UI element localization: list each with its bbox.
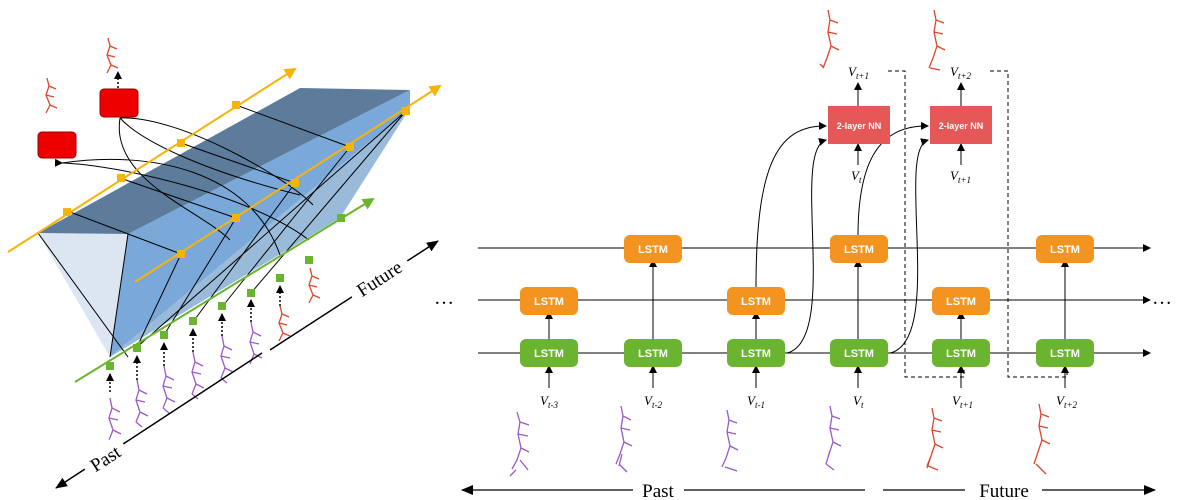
left-past-skeletons (105, 321, 263, 447)
lstm-cell (727, 287, 785, 315)
ellipsis-right: … (1152, 287, 1172, 309)
green-nodes (106, 214, 345, 370)
lstm-cell-label: LSTM (741, 296, 771, 308)
input-axis-green (74, 197, 375, 383)
lstm-row-bottom: LSTM LSTM LSTM LSTM LSTM LSTM (520, 339, 1094, 367)
vertical-connections (545, 82, 1069, 388)
lstm-cell-label: LSTM (844, 348, 874, 360)
lstm-row-middle: LSTM LSTM LSTM (520, 287, 990, 315)
lstm-cell-label: LSTM (946, 348, 976, 360)
lstm-cell (520, 339, 578, 367)
input-labels: Vt-3 Vt-2 Vt-1 Vt Vt+1 Vt+2 (540, 393, 1078, 410)
lstm-cell-label: LSTM (844, 244, 874, 256)
right-future-label: Future (979, 481, 1029, 500)
plane-connections (37, 104, 407, 358)
input-label: Vt (853, 393, 864, 410)
lstm-row-top: LSTM LSTM LSTM (624, 235, 1094, 263)
right-future-skeletons (819, 9, 1051, 475)
input-label: Vt-1 (747, 393, 765, 410)
nn-box-label: 2-layer NN (939, 121, 984, 131)
feedback-dashes (888, 70, 1068, 378)
lstm-cell (624, 339, 682, 367)
top-axis-yellow (7, 67, 297, 253)
lstm-cell (727, 339, 785, 367)
lstm-cell (624, 235, 682, 263)
nn-block-2: 2-layer NN (930, 106, 992, 144)
nn-output-label: Vt+2 (950, 64, 972, 81)
lstm-cell (1036, 339, 1094, 367)
lstm-cell-label: LSTM (1050, 348, 1080, 360)
yellow-nodes (63, 101, 410, 258)
lstm-cell-label: LSTM (534, 348, 564, 360)
mid-axis-yellow (134, 84, 442, 283)
nn-block-1: 2-layer NN (828, 106, 890, 144)
lstm-cell-label: LSTM (534, 296, 564, 308)
output-box-2 (99, 88, 139, 118)
nn-labels: Vt Vt+1 Vt+1 Vt+2 (848, 64, 972, 185)
plane-top-face (38, 88, 410, 234)
nn-curves (755, 121, 929, 354)
left-panel: Past Future (7, 37, 442, 489)
lstm-cell-label: LSTM (638, 244, 668, 256)
lstm-cell (1036, 235, 1094, 263)
nn-input-label: Vt+1 (950, 168, 971, 185)
lstm-cell (520, 287, 578, 315)
right-past-label: Past (642, 481, 674, 500)
ellipsis-left: … (434, 287, 454, 309)
plane-side-face (110, 90, 410, 357)
lstm-cell-label: LSTM (638, 348, 668, 360)
nn-input-label: Vt (851, 168, 862, 185)
plane-side-face-dark (110, 108, 410, 357)
input-label: Vt+2 (1056, 393, 1078, 410)
nn-box-label: 2-layer NN (837, 121, 882, 131)
timelines (478, 244, 1151, 357)
nn-box (828, 106, 890, 144)
right-panel: … … (434, 9, 1172, 500)
left-future-skeletons (45, 37, 321, 342)
lstm-cell-label: LSTM (946, 296, 976, 308)
input-label: Vt-3 (540, 393, 558, 410)
nn-box (930, 106, 992, 144)
lstm-cell (830, 235, 888, 263)
lstm-cell (932, 339, 990, 367)
input-label: Vt-2 (644, 393, 662, 410)
lstm-cell (932, 287, 990, 315)
output-box-1 (37, 131, 77, 159)
lstm-cell-label: LSTM (741, 348, 771, 360)
right-past-skeletons (509, 405, 842, 477)
input-label: Vt+1 (952, 393, 973, 410)
lstm-cell-label: LSTM (1050, 244, 1080, 256)
lstm-cell (830, 339, 888, 367)
nn-output-label: Vt+1 (848, 64, 869, 81)
